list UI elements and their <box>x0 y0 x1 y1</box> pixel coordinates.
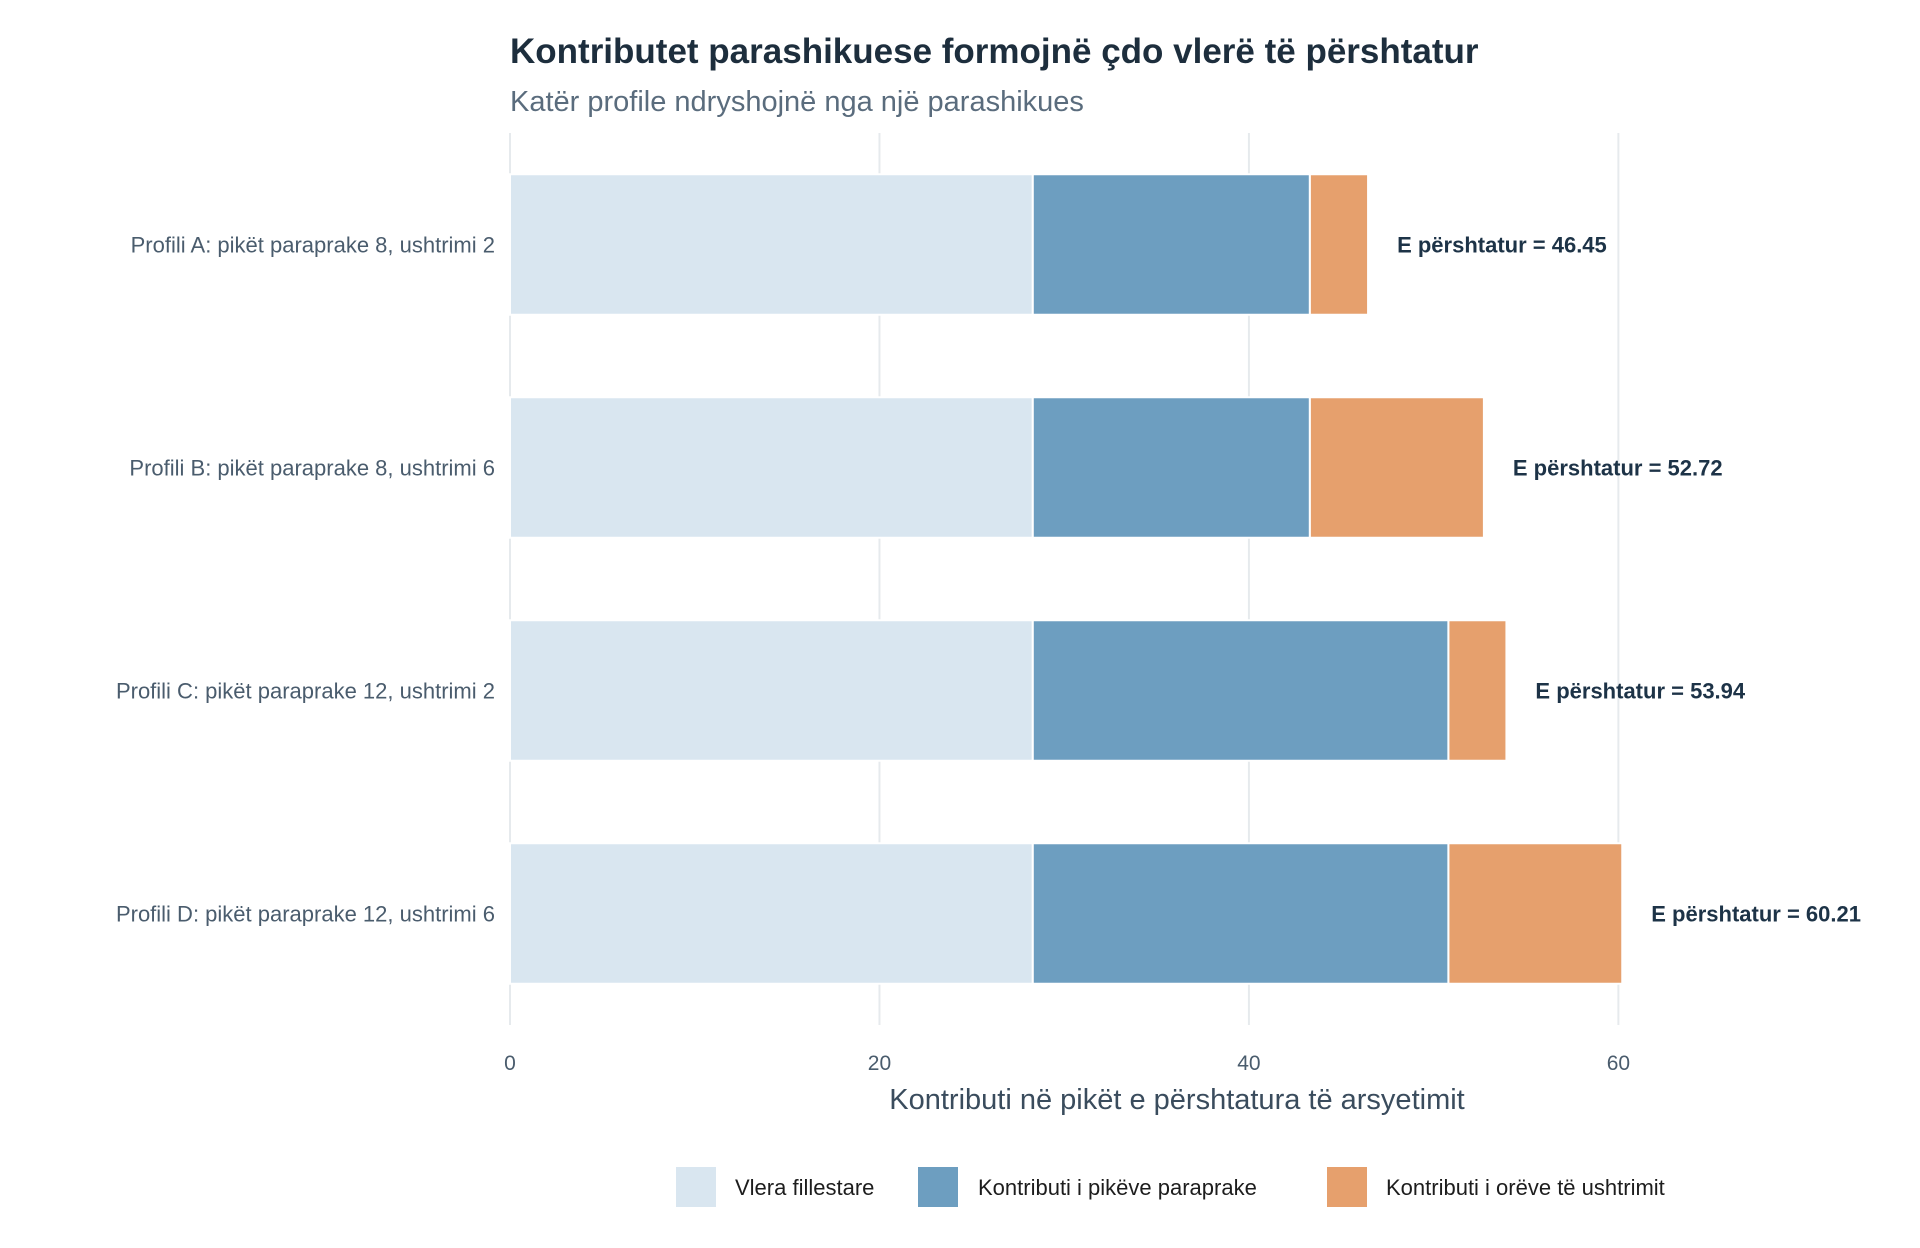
bar-segment <box>1447 842 1624 985</box>
data-label: E përshtatur = 46.45 <box>1397 233 1607 258</box>
x-tick-labels: 0 20 40 60 <box>504 1052 1630 1075</box>
chart-title: Kontributet parashikuese formojnë çdo vl… <box>510 32 1479 71</box>
bar-segment <box>1447 619 1508 762</box>
bar-segment <box>1031 619 1450 762</box>
bar-segment <box>1031 173 1311 316</box>
x-tick-label: 60 <box>1607 1052 1630 1075</box>
bar-segment <box>1308 173 1370 316</box>
bar-segment <box>1308 396 1485 539</box>
category-labels: Profili A: pikët paraprake 8, ushtrimi 2… <box>116 233 495 927</box>
legend-swatch <box>676 1167 716 1207</box>
bar-segment <box>509 173 1034 316</box>
data-label: E përshtatur = 60.21 <box>1651 902 1861 927</box>
category-label: Profili C: pikët paraprake 12, ushtrimi … <box>116 679 495 704</box>
x-tick-label: 0 <box>504 1052 516 1075</box>
bar-segment <box>1031 396 1311 539</box>
legend-swatch <box>1327 1167 1367 1207</box>
x-tick-label: 20 <box>868 1052 891 1075</box>
legend-label: Kontributi i pikëve paraprake <box>978 1175 1257 1200</box>
category-label: Profili A: pikët paraprake 8, ushtrimi 2 <box>131 233 495 258</box>
legend-label: Vlera fillestare <box>735 1175 874 1200</box>
category-label: Profili B: pikët paraprake 8, ushtrimi 6 <box>129 456 495 481</box>
data-labels: E përshtatur = 46.45 E përshtatur = 52.72… <box>1397 233 1861 927</box>
chart-subtitle: Katër profile ndryshojnë nga një parashi… <box>510 86 1084 118</box>
data-label: E përshtatur = 53.94 <box>1535 679 1745 704</box>
data-label: E përshtatur = 52.72 <box>1513 456 1723 481</box>
legend: Vlera fillestare Kontributi i pikëve para… <box>676 1167 1665 1207</box>
bar-segment <box>509 396 1034 539</box>
x-axis-title: Kontributi në pikët e përshtatura të ars… <box>889 1084 1464 1116</box>
legend-label: Kontributi i orëve të ushtrimit <box>1386 1175 1665 1200</box>
x-tick-label: 40 <box>1237 1052 1260 1075</box>
legend-swatch <box>918 1167 958 1207</box>
category-label: Profili D: pikët paraprake 12, ushtrimi … <box>116 902 495 927</box>
bar-segment <box>509 619 1034 762</box>
bar-segment <box>1031 842 1450 985</box>
bars <box>509 173 1624 985</box>
bar-segment <box>509 842 1034 985</box>
